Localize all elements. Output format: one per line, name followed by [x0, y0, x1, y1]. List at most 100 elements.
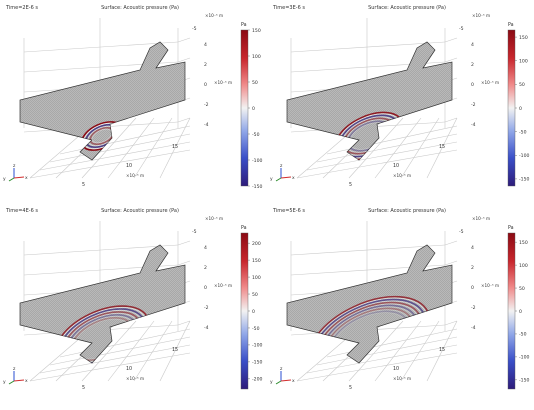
- colorbar-tick-label: 50: [519, 82, 525, 88]
- z-tick-label: -2: [471, 102, 476, 108]
- x-axis-exponent: ×10⁻⁵ m: [126, 376, 144, 381]
- colorbar-tick-label: 200: [252, 241, 261, 247]
- x-axis-exponent: ×10⁻⁵ m: [393, 376, 411, 381]
- colorbar-tick-label: 50: [252, 80, 258, 86]
- time-label: Time=2E-6 s: [5, 5, 38, 11]
- plot-title: Surface: Acoustic pressure (Pa): [368, 5, 446, 11]
- y-tick-label: -5: [192, 26, 197, 32]
- triad-y-axis: [275, 177, 282, 182]
- y-tick-label: -5: [459, 229, 464, 235]
- colorbar-tick-label: 0: [519, 309, 522, 315]
- x-tick-label: 10: [393, 163, 399, 169]
- z-tick-label: 0: [204, 285, 207, 291]
- z-tick-label: 4: [471, 245, 474, 251]
- geometry-surface: [19, 41, 186, 161]
- triad-z-label: z: [13, 367, 16, 372]
- z-tick-label: 4: [204, 245, 207, 251]
- colorbar-tick-label: 150: [519, 240, 528, 246]
- time-label: Time=4E-6 s: [5, 208, 38, 214]
- x-tick-label: 15: [439, 144, 445, 150]
- x-tick-label: 5: [82, 182, 85, 188]
- z-axis-unit: ×10⁻⁵ m: [481, 80, 499, 85]
- plot-title: Surface: Acoustic pressure (Pa): [101, 208, 179, 214]
- z-tick-label: -2: [204, 102, 209, 108]
- colorbar-tick-label: 100: [519, 263, 528, 269]
- colorbar-tick-label: -150: [519, 177, 530, 183]
- colorbar-tick-label: 0: [252, 309, 255, 315]
- z-tick-label: -4: [471, 325, 476, 331]
- triad-x-axis: [280, 379, 292, 382]
- x-tick-label: 15: [172, 144, 178, 150]
- colorbar-tick-label: 0: [252, 106, 255, 112]
- z-axis-unit: ×10⁻⁵ m: [481, 283, 499, 288]
- x-axis-exponent: ×10⁻⁵ m: [393, 173, 411, 178]
- z-tick-label: 4: [471, 42, 474, 48]
- z-axis-exponent: ×10⁻⁵ m: [472, 13, 490, 18]
- triad-x-label: x: [25, 176, 28, 181]
- colorbar-tick-label: -100: [519, 153, 530, 159]
- z-tick-label: 0: [204, 82, 207, 88]
- x-axis-exponent: ×10⁻⁵ m: [126, 173, 144, 178]
- plot-title: Surface: Acoustic pressure (Pa): [368, 208, 446, 214]
- z-tick-label: -4: [471, 122, 476, 128]
- x-tick-label: 5: [349, 385, 352, 391]
- colorbar: [507, 232, 516, 390]
- triad-x-label: x: [292, 176, 295, 181]
- colorbar-unit: Pa: [241, 225, 247, 231]
- panel-1: Time=2E-6 s Surface: Acoustic pressure (P…: [3, 5, 263, 190]
- triad-x-axis: [280, 176, 292, 179]
- colorbar-tick-label: -100: [252, 343, 263, 349]
- axis-triad: z x y: [270, 367, 295, 385]
- axis-triad: z x y: [270, 164, 295, 182]
- z-tick-label: 0: [471, 285, 474, 291]
- triad-z-label: z: [280, 367, 283, 372]
- colorbar-tick-label: -50: [252, 326, 260, 332]
- triad-y-label: y: [270, 177, 273, 182]
- z-tick-label: -4: [204, 325, 209, 331]
- colorbar: [240, 29, 249, 187]
- z-tick-label: 2: [471, 265, 474, 271]
- triad-y-label: y: [3, 380, 6, 385]
- z-axis-exponent: ×10⁻⁵ m: [205, 216, 223, 221]
- triad-y-axis: [8, 177, 15, 182]
- colorbar-tick-label: 50: [252, 292, 258, 298]
- triad-y-axis: [275, 380, 282, 385]
- panel-3: Time=4E-6 s Surface: Acoustic pressure (P…: [3, 208, 263, 391]
- triad-y-axis: [8, 380, 15, 385]
- colorbar-tick-label: -100: [519, 355, 530, 361]
- geometry-surface: [19, 244, 186, 364]
- geometry-surface: [286, 41, 453, 161]
- colorbar-tick-label: 100: [252, 275, 261, 281]
- colorbar-unit: Pa: [508, 225, 514, 231]
- z-tick-label: -2: [471, 305, 476, 311]
- colorbar-tick-label: 0: [519, 106, 522, 112]
- axis-triad: z x y: [3, 164, 28, 182]
- colorbar-unit: Pa: [241, 22, 247, 28]
- x-tick-label: 10: [393, 366, 399, 372]
- plot-title: Surface: Acoustic pressure (Pa): [101, 5, 179, 11]
- y-tick-label: -5: [192, 229, 197, 235]
- z-tick-label: 0: [471, 82, 474, 88]
- x-tick-label: 5: [82, 385, 85, 391]
- colorbar-tick-label: 150: [252, 258, 261, 264]
- colorbar-tick-label: -50: [519, 332, 527, 338]
- z-axis-unit: ×10⁻⁵ m: [214, 80, 232, 85]
- colorbar-tick-label: -100: [252, 158, 263, 164]
- x-tick-label: 10: [126, 163, 132, 169]
- triad-x-label: x: [25, 379, 28, 384]
- z-tick-label: 2: [204, 62, 207, 68]
- panel-2: Time=3E-6 s Surface: Acoustic pressure (P…: [270, 5, 530, 188]
- colorbar-tick-label: -200: [252, 377, 263, 383]
- panel-4: Time=5E-6 s Surface: Acoustic pressure (P…: [270, 208, 530, 391]
- colorbar-tick-label: 100: [252, 54, 261, 60]
- x-tick-label: 15: [439, 347, 445, 353]
- triad-z-label: z: [13, 164, 16, 169]
- colorbar-tick-label: -50: [252, 132, 260, 138]
- colorbar: [507, 29, 516, 187]
- colorbar: [240, 232, 249, 390]
- colorbar-tick-label: 150: [252, 28, 261, 34]
- triad-z-label: z: [280, 164, 283, 169]
- triad-x-axis: [13, 176, 25, 179]
